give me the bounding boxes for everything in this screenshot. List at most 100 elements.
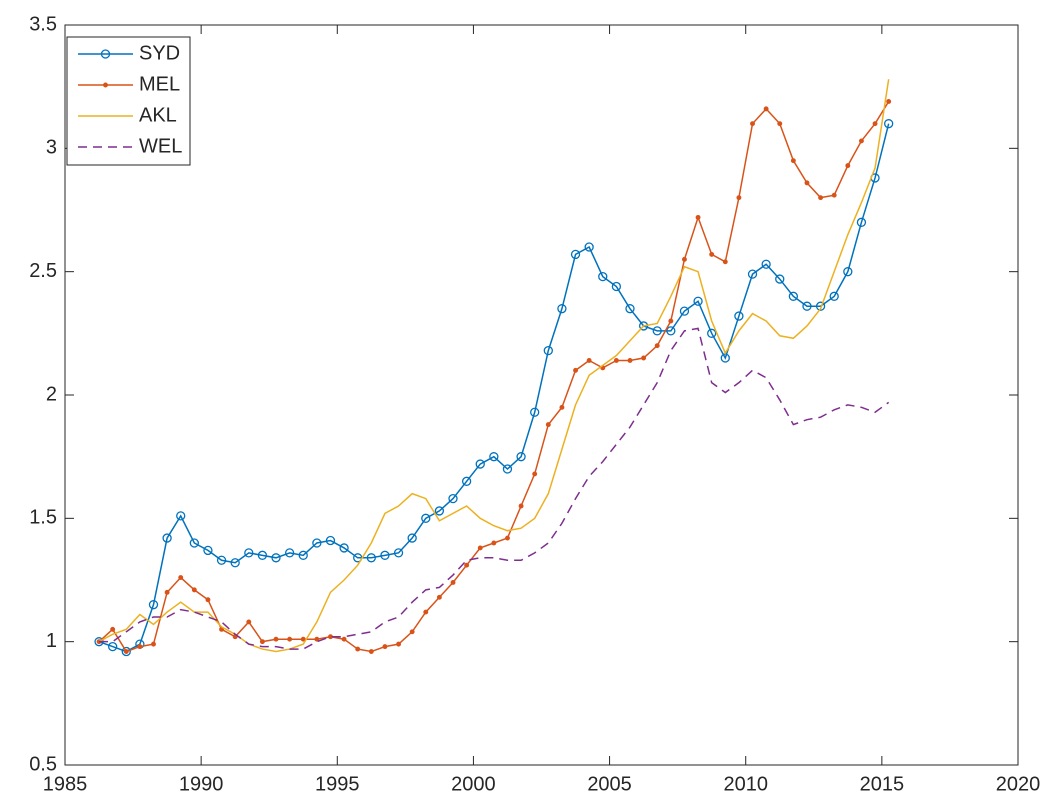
point-marker [368,649,374,654]
series-line [98,101,890,653]
legend-label: SYD [139,42,180,64]
x-tick-label: 1995 [315,773,360,795]
point-marker [461,476,472,486]
x-tick-label: 2015 [860,773,905,795]
point-marker [341,636,347,642]
point-marker [489,452,499,462]
point-marker [625,304,635,314]
point-marker [434,506,445,516]
point-marker [312,538,322,548]
point-marker [151,641,156,647]
point-marker [886,99,892,104]
point-marker [257,550,268,560]
point-marker [613,358,619,363]
point-marker [284,548,295,558]
point-marker [545,422,551,428]
point-marker [259,639,265,645]
point-marker [668,318,674,324]
point-marker [203,545,213,556]
point-marker [777,121,783,127]
point-marker [502,464,513,474]
point-marker [693,296,703,306]
series-line [99,327,890,650]
axes-box [64,24,1019,766]
point-marker [804,180,810,186]
point-marker [627,358,633,363]
point-marker [815,301,826,311]
point-marker [230,558,240,568]
point-marker [543,345,553,356]
point-marker [586,358,592,363]
point-marker [314,636,320,642]
point-marker [709,251,715,257]
point-marker [557,304,567,314]
point-marker [121,646,131,657]
point-marker [477,545,483,551]
point-marker [244,548,254,558]
point-marker [831,192,837,198]
point-marker [448,493,458,504]
point-marker [845,163,851,169]
point-marker [328,634,333,640]
point-marker [611,281,622,292]
point-marker [189,538,199,548]
point-marker [761,259,771,269]
point-marker [355,646,361,652]
point-marker [396,641,401,647]
point-marker [271,553,281,563]
point-marker [518,503,524,509]
point-marker [421,513,431,523]
point-marker [734,311,744,321]
point-marker [573,367,578,373]
point-marker [790,158,796,164]
point-marker [164,589,170,595]
point-marker [380,550,390,560]
y-tick-label: 1.5 [29,507,57,529]
point-marker [464,562,470,568]
point-marker [176,511,186,521]
point-marker [287,636,293,642]
point-marker [205,597,211,603]
point-marker [763,106,769,112]
point-marker [475,459,485,469]
point-marker [148,600,159,610]
x-tick-label: 1985 [43,773,88,795]
point-marker [856,217,867,227]
point-marker [298,550,308,560]
y-tick-label: 1 [46,630,57,652]
y-tick-label: 3.5 [29,13,57,35]
point-marker [339,543,349,553]
y-tick-label: 2.5 [29,260,57,282]
point-marker [216,555,227,565]
point-marker [246,619,252,625]
point-marker [722,259,728,265]
y-tick-label: 0.5 [29,753,57,775]
point-marker [829,291,839,301]
point-marker [682,256,687,262]
point-marker [123,649,129,654]
x-tick-label: 2020 [996,773,1041,795]
point-marker [491,540,497,546]
point-marker [788,291,799,301]
point-marker [423,609,429,615]
point-marker [162,533,172,543]
point-marker [108,641,118,652]
point-marker [884,119,894,129]
point-marker [436,594,442,600]
point-marker [273,636,279,642]
y-tick-label: 3 [46,137,57,159]
point-marker [747,269,758,279]
point-marker [382,644,388,650]
point-marker [707,328,717,338]
point-marker [532,471,538,477]
point-marker [666,326,676,336]
point-marker [530,407,540,417]
legend-marker [100,49,111,59]
point-marker [450,580,456,585]
point-marker [858,138,864,144]
legend-label: WEL [139,135,182,157]
point-marker [505,535,510,541]
point-marker [393,548,404,558]
x-tick-label: 2010 [723,773,768,795]
point-marker [679,306,690,316]
